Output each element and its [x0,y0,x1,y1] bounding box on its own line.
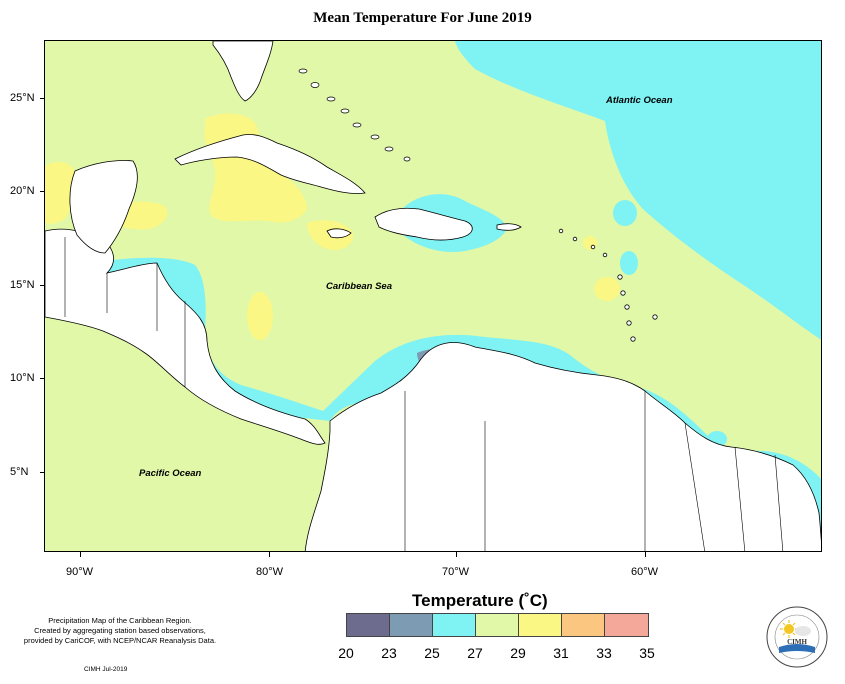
legend-swatch [390,614,433,636]
lat-tick-label: 15°N [10,279,35,291]
cimh-logo: CIMH [766,606,828,668]
legend-swatch [562,614,605,636]
legend-break-label: 35 [639,645,655,661]
temp-zone-25-27-spot [613,200,637,226]
lon-tick-mark [456,552,457,557]
lat-tick-mark [40,285,44,286]
temp-zone-29-31-nicaragua-rise [247,292,273,340]
logo-name: CIMH [787,638,807,646]
lat-tick-label: 10°N [10,372,35,384]
temp-zone-29-31-gulf [45,161,77,224]
land-puerto-rico [496,223,522,231]
credit-text: CIMH Jul-2019 [84,666,128,673]
legend-swatch [519,614,562,636]
country-borders [64,237,784,551]
note-line: Created by aggregating station based obs… [34,626,206,635]
lat-tick-mark [40,472,44,473]
lat-tick-label: 5°N [10,466,29,478]
land-hispaniola [374,207,473,241]
land-lesser-antilles [558,228,658,342]
map-title: Mean Temperature For June 2019 [313,10,532,26]
legend-break-label: 29 [510,645,526,661]
lon-tick-label: 90°W [66,566,94,578]
note-line: provided by CariCOF, with NCEP/NCAR Rean… [23,636,217,645]
land-florida [212,41,274,102]
lat-tick-mark [40,378,44,379]
legend-swatch [433,614,476,636]
map-panel: Atlantic Ocean Caribbean Sea Pacific Oce… [44,40,822,552]
lat-tick-label: 20°N [10,185,35,197]
land-yucatan [69,160,138,254]
legend-break-label: 25 [424,645,440,661]
lon-tick-label: 70°W [442,566,470,578]
land-cuba [174,134,366,194]
label-caribbean-sea: Caribbean Sea [326,281,392,292]
lon-tick-mark [80,552,81,557]
temp-zone-25-27-spot [620,251,638,275]
lon-tick-mark [645,552,646,557]
legend-break-label: 23 [381,645,397,661]
legend-break-label: 20 [338,645,354,661]
legend-swatch [476,614,519,636]
land-bahamas [298,68,411,162]
lon-tick-mark [269,552,270,557]
map-description: Precipitation Map of the Caribbean Regio… [14,616,226,646]
lon-tick-label: 80°W [256,566,284,578]
wave-icon [779,644,815,653]
legend-break-label: 33 [596,645,612,661]
legend-break-label: 27 [467,645,483,661]
lat-tick-mark [40,191,44,192]
land-jamaica [326,228,352,239]
legend-break-label: 31 [553,645,569,661]
legend-title: Temperature (˚C) [412,591,548,610]
lat-tick-mark [40,98,44,99]
label-atlantic-ocean: Atlantic Ocean [606,95,673,106]
lat-tick-label: 25°N [10,92,35,104]
legend-swatch [347,614,390,636]
label-pacific-ocean: Pacific Ocean [139,468,202,479]
lon-tick-label: 60°W [631,566,659,578]
temp-zone-29-31-spot [594,277,620,301]
cloud-icon [795,626,811,636]
legend-swatch [605,614,648,636]
legend-color-bar [346,613,649,637]
land-south-america [304,342,821,551]
temp-zone-25-27-atlantic [455,41,821,340]
note-line: Precipitation Map of the Caribbean Regio… [48,616,192,625]
temperature-map [45,41,821,551]
